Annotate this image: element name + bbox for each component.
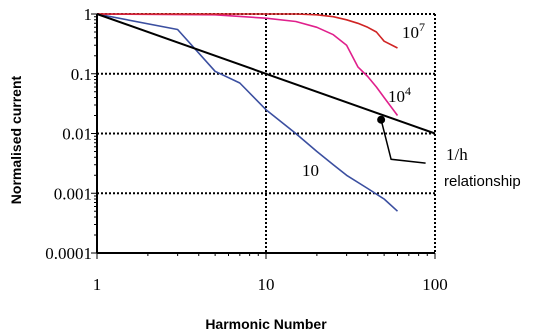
tick-labels: 0.0001 0.001 0.01 0.1 1 1 10 100 bbox=[45, 5, 448, 294]
series-label-10e4: 104 bbox=[388, 84, 411, 106]
series-label-10: 10 bbox=[302, 161, 319, 180]
axes bbox=[91, 13, 436, 259]
y-tick-label: 0.1 bbox=[71, 65, 92, 84]
series-label-10e4-exp: 4 bbox=[405, 84, 411, 98]
y-tick-label: 0.01 bbox=[62, 125, 92, 144]
y-tick-label: 1 bbox=[84, 5, 93, 24]
series-label-10e7: 107 bbox=[402, 20, 425, 42]
one-over-h-label: 1/h bbox=[446, 145, 468, 164]
series-line-2 bbox=[97, 13, 398, 49]
y-tick-label: 0.0001 bbox=[45, 244, 92, 263]
series-label-10e7-base: 10 bbox=[402, 23, 419, 42]
series-line-3 bbox=[96, 13, 436, 135]
series-group bbox=[96, 13, 436, 212]
pointer-marker bbox=[377, 115, 386, 124]
series-label-10e7-exp: 7 bbox=[419, 20, 425, 34]
x-tick-label: 10 bbox=[258, 275, 275, 294]
series-label-10e4-base: 10 bbox=[388, 87, 405, 106]
series-line-1 bbox=[96, 13, 399, 116]
x-axis-title: Harmonic Number bbox=[205, 316, 327, 332]
pointer-line bbox=[380, 119, 426, 164]
y-tick-label: 0.001 bbox=[54, 184, 92, 203]
relationship-label: relationship bbox=[444, 173, 521, 190]
x-tick-label: 1 bbox=[93, 275, 102, 294]
series-line-0 bbox=[96, 13, 399, 212]
x-tick-label: 100 bbox=[422, 275, 448, 294]
y-axis-title: Normalised current bbox=[8, 75, 24, 204]
